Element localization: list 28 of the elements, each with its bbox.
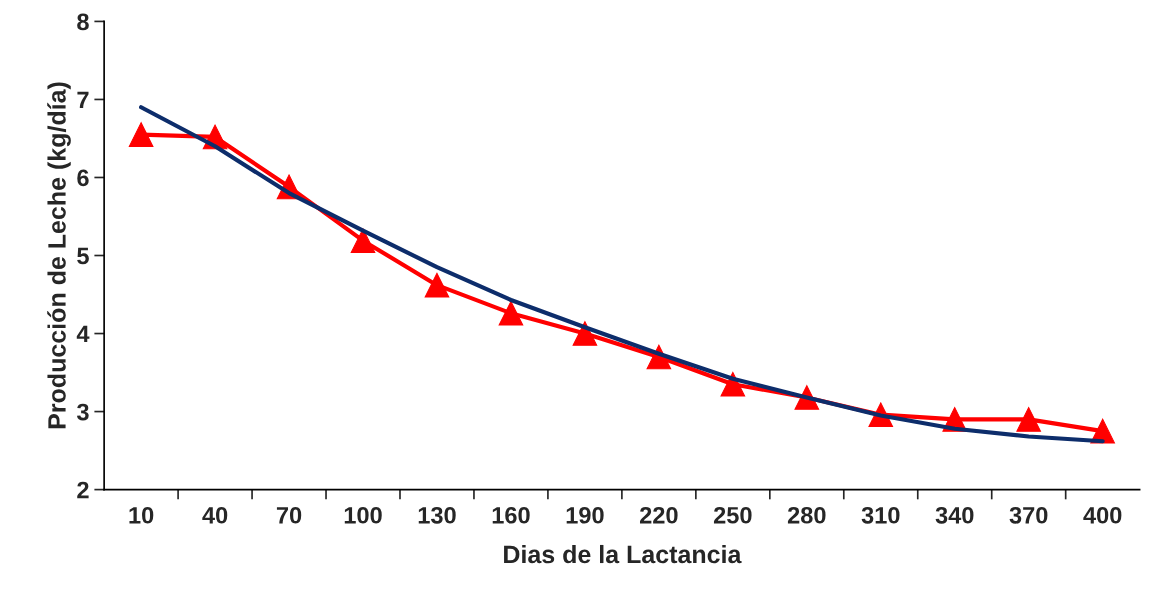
- point: [572, 321, 598, 346]
- x-tick-label: 100: [344, 506, 382, 524]
- point: [498, 300, 524, 326]
- point: [424, 272, 450, 298]
- y-tick-label: 7: [77, 91, 89, 109]
- x-axis-title: Dias de la Lactancia: [504, 544, 742, 564]
- x-tick-label: 220: [639, 506, 678, 524]
- x-tick-label: 190: [566, 506, 604, 524]
- y-tick-label: 8: [77, 13, 89, 31]
- y-axis-title: Producción de Leche (kg/día): [47, 82, 71, 429]
- y-tick-label: 4: [76, 325, 90, 343]
- x-tick-label: 160: [492, 506, 530, 524]
- x-tick-label: 310: [861, 506, 900, 524]
- point: [128, 122, 154, 147]
- x-tick-label: 340: [935, 506, 974, 524]
- x-tick-label: 10: [129, 506, 154, 524]
- x-tick-label: 370: [1009, 506, 1048, 524]
- y-tick-label: 6: [77, 169, 89, 187]
- x-tick-label: 70: [276, 506, 302, 524]
- x-tick-label: 130: [418, 506, 456, 524]
- x-tick-label: 40: [202, 506, 228, 524]
- point: [1016, 407, 1042, 432]
- y-tick-label: 2: [77, 481, 89, 499]
- x-tick-label: 400: [1083, 506, 1122, 524]
- x-tick-label: 250: [713, 506, 752, 524]
- y-tick-label: 3: [76, 403, 89, 421]
- x-tick-label: 280: [787, 506, 826, 524]
- y-tick-label: 5: [77, 247, 89, 265]
